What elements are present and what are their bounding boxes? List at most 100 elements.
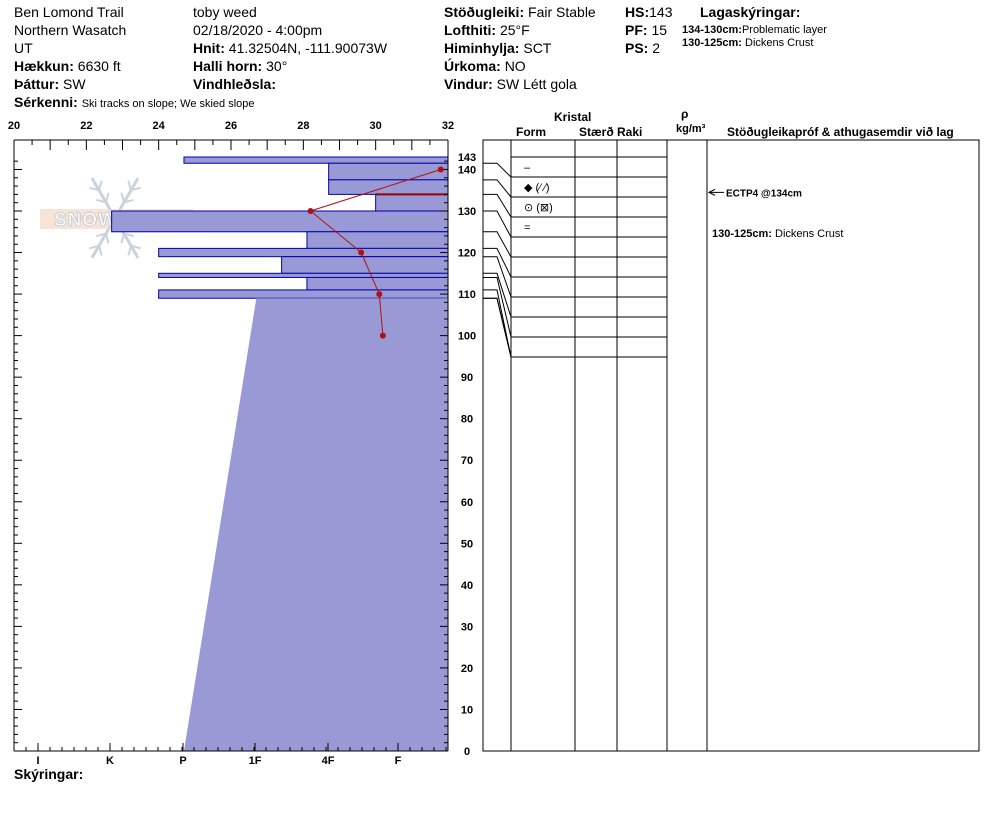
hardness-layer [375, 193, 449, 212]
height-tick-label: 120 [458, 248, 476, 260]
notes-label: Skýringar: [14, 766, 84, 782]
height-tick-label: 140 [458, 164, 476, 176]
hardness-tick-label: F [395, 755, 402, 767]
height-tick-label: 110 [458, 289, 476, 301]
state: UT [14, 40, 33, 56]
density-unit: kg/m³ [676, 123, 706, 135]
snowflake-branch [127, 180, 132, 191]
height-tick-label: 70 [461, 455, 473, 467]
test-arrow-icon [707, 188, 716, 196]
height-tick-label: 30 [461, 621, 473, 633]
hardness-tick-label: P [179, 755, 186, 767]
crystal-form-symbol: ◆ (⁄ ⁄) [524, 182, 550, 194]
hardness-tick-label: 4F [322, 755, 335, 767]
size-header: Stærð [579, 125, 614, 139]
air-temp: Lofthiti: 25°F [444, 22, 530, 38]
layer-connector [483, 289, 512, 358]
hardness-layer [183, 298, 448, 751]
wind-loading: Vindhleðsla: [193, 76, 276, 92]
temperature-point [437, 166, 444, 173]
snowflake-branch [123, 232, 134, 238]
hardness-layer [183, 156, 449, 164]
snowflake-branch [130, 186, 141, 192]
hardness-layer [328, 179, 449, 195]
elevation: Hækkun: 6630 ft [14, 58, 121, 74]
temp-tick-label: 20 [8, 120, 20, 132]
hardness-layer [306, 231, 449, 249]
coordinates: Hnit: 41.32504N, -111.90073W [193, 40, 388, 56]
height-tick-label: 20 [461, 663, 473, 675]
hardness-layer [158, 272, 449, 278]
layer-comment: 130-125cm: Dickens Crust [712, 228, 843, 240]
height-tick-label: 40 [461, 580, 473, 592]
temperature-point [376, 291, 383, 298]
layer-notes-title: Lagaskýringar: [700, 4, 801, 20]
hardness-tick-label: K [106, 755, 114, 767]
stability-test-label: ECTP4 @134cm [726, 188, 802, 199]
layer-connector [483, 193, 512, 218]
layer-connector [483, 247, 512, 278]
slope-angle: Halli horn: 30° [193, 58, 288, 74]
temp-tick-label: 28 [297, 120, 309, 132]
height-tick-label: 130 [458, 206, 476, 218]
hardness-layer [281, 256, 449, 274]
sky: Himinhylja: SCT [444, 40, 552, 56]
snowflake-branch [130, 244, 141, 250]
layer-connector [483, 297, 512, 358]
height-tick-label: 10 [461, 704, 473, 716]
height-tick-label: 50 [461, 538, 473, 550]
temp-tick-label: 30 [370, 120, 382, 132]
hardness-layer [158, 289, 449, 299]
height-tick-label: 60 [461, 497, 473, 509]
crystal-form-symbol: ⊙ (⊠) [524, 202, 553, 214]
observer: toby weed [193, 4, 257, 20]
temp-tick-label: 24 [153, 120, 166, 132]
ps: PS: 2 [625, 40, 661, 56]
snowflake-branch [105, 192, 110, 203]
height-tick-label: 0 [464, 746, 470, 758]
layer-connector [483, 162, 512, 178]
snowflake-branch [105, 233, 110, 244]
hardness-tick-label: I [36, 755, 39, 767]
snowflake-branch [89, 244, 100, 250]
snowflake-branch [123, 198, 134, 204]
snowflake-branch [127, 245, 132, 256]
layer-connector [483, 256, 512, 298]
snowflake-branch [98, 245, 103, 256]
crystal-form-symbol: = [524, 222, 530, 234]
temp-tick-label: 22 [80, 120, 92, 132]
precipitation: Úrkoma: NO [444, 58, 526, 74]
aspect: Þáttur: SW [14, 76, 86, 92]
height-tick-label: 80 [461, 414, 473, 426]
layer-connector [483, 272, 512, 318]
snowflake-branch [96, 232, 107, 238]
snowflake-branch [96, 198, 107, 204]
temp-tick-label: 26 [225, 120, 237, 132]
layer-note: 130-125cm: Dickens Crust [682, 37, 814, 49]
crystal-header: Kristal [554, 110, 592, 124]
stability: Stöðugleiki: Fair Stable [444, 4, 596, 20]
height-top-label: 143 [458, 152, 476, 164]
features: Sérkenni: Ski tracks on slope; We skied … [14, 94, 255, 110]
layer-connector [483, 297, 512, 358]
location: Ben Lomond Trail [14, 4, 124, 20]
wind: Vindur: SW Létt gola [444, 76, 577, 92]
moisture-header: Raki [617, 125, 643, 139]
pf: PF: 15 [625, 22, 668, 38]
snowflake-branch [89, 186, 100, 192]
temp-tick-label: 32 [442, 120, 454, 132]
hardness-layer [328, 162, 449, 181]
hardness-layer [306, 276, 449, 291]
hardness-layer [111, 210, 449, 233]
datetime: 02/18/2020 - 4:00pm [193, 22, 323, 38]
layer-connector [483, 210, 512, 238]
snowflake-branch [120, 233, 125, 244]
layer-connector [483, 276, 512, 338]
density-symbol: ρ [681, 107, 689, 121]
hardness-tick-label: 1F [249, 755, 262, 767]
temperature-point [307, 208, 314, 214]
form-header: Form [516, 125, 546, 139]
height-tick-label: 100 [458, 331, 476, 343]
layer-note: 134-130cm:Problematic layer [682, 24, 827, 36]
hs: HS:143 [625, 4, 673, 20]
